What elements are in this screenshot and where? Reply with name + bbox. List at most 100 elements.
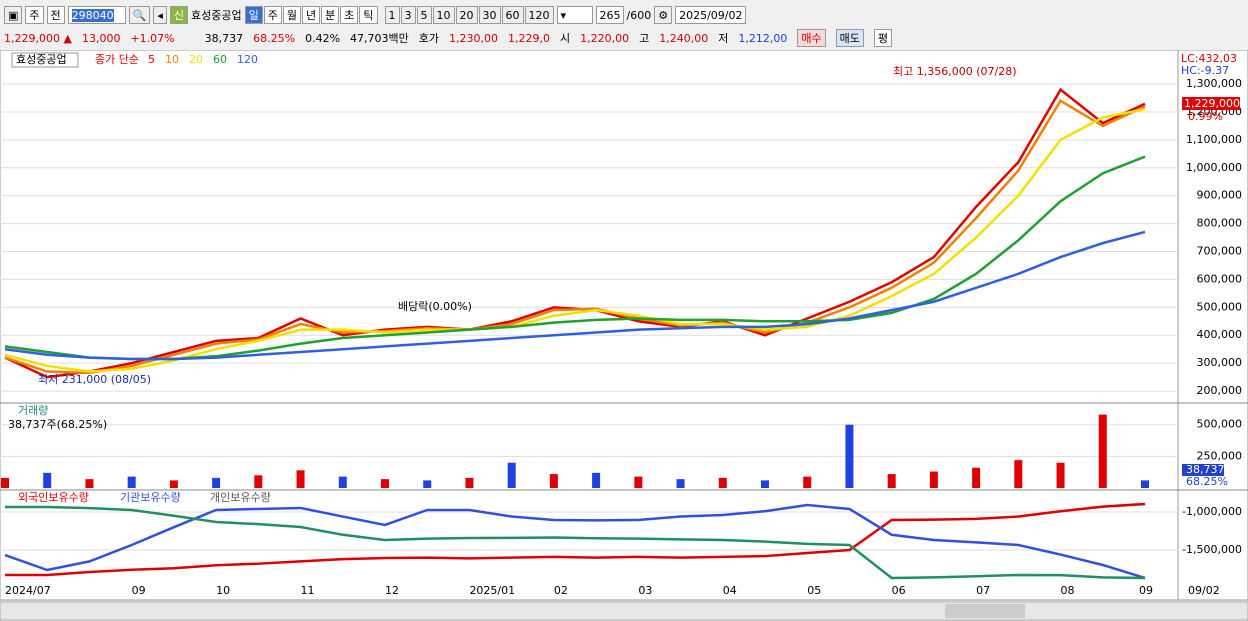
icon[interactable]: ▣ — [4, 6, 23, 24]
x-tick-label: 09 — [132, 584, 146, 597]
bar — [85, 479, 94, 488]
last-price-box — [1182, 97, 1240, 110]
tool[interactable]: ⚙ — [654, 6, 673, 24]
bar — [423, 480, 432, 488]
sell[interactable]: 매도 — [835, 29, 864, 47]
bar — [676, 479, 685, 488]
period[interactable]: 일 — [244, 6, 263, 24]
legend-prefix: 종가 단순 — [95, 53, 139, 66]
bar — [1056, 462, 1065, 488]
interval[interactable]: 20 — [455, 6, 478, 24]
y-tick-label: 600,000 — [1197, 272, 1243, 285]
period[interactable]: 주 — [263, 6, 282, 24]
legend-entry: 20 — [189, 53, 203, 66]
y-tick-label: 1,000,000 — [1186, 161, 1242, 174]
bar — [1, 477, 9, 488]
y-tick-label: 700,000 — [1197, 245, 1243, 258]
prev[interactable]: 전 — [46, 6, 65, 24]
line — [5, 505, 1146, 580]
ask-label: 호가 — [418, 32, 440, 45]
annotation: 최저 231,000 (08/05) — [38, 373, 151, 386]
high-label: 고 — [639, 32, 650, 45]
badge[interactable]: 신 — [169, 6, 189, 24]
panel-subtitle: 38,737주(68.25%) — [8, 418, 107, 431]
period[interactable]: 초 — [340, 6, 359, 24]
bar — [338, 476, 347, 488]
y-tick-label: 800,000 — [1197, 217, 1243, 230]
search[interactable]: 🔍 — [128, 6, 151, 24]
period[interactable]: 분 — [321, 6, 340, 24]
legend-entry: 60 — [213, 53, 227, 66]
bar — [718, 477, 727, 488]
x-tick-label: 09 — [1139, 584, 1153, 597]
bar — [507, 462, 516, 488]
chart-title: 효성중공업 — [16, 53, 67, 66]
x-tick-label: 11 — [301, 584, 315, 597]
bar — [887, 474, 896, 488]
ask: 1,230,00 — [449, 31, 498, 45]
last-volume-box — [1182, 464, 1224, 476]
market[interactable]: 주 — [25, 6, 44, 24]
x-tick-label: 07 — [976, 584, 990, 597]
legend-entry: 120 — [237, 53, 258, 66]
x-tick-label: 05 — [807, 584, 821, 597]
interval[interactable]: 10 — [432, 6, 455, 24]
y-tick-label: -1,500,000 — [1182, 543, 1242, 556]
period[interactable]: 년 — [302, 6, 321, 24]
x-tick-label: 04 — [723, 584, 737, 597]
annotation: 0.99% — [1188, 110, 1223, 123]
y-tick-label: 1,100,000 — [1186, 133, 1242, 146]
interval[interactable]: 120 — [524, 6, 554, 24]
bar — [761, 480, 769, 488]
bar — [1014, 460, 1023, 488]
bar — [592, 472, 601, 488]
buy[interactable]: 매수 — [797, 29, 826, 47]
period[interactable]: 월 — [282, 6, 301, 24]
quote-row: 1,229,000 ▲ 13,000 +1.07% 38,737 68.25% … — [0, 28, 1248, 48]
x-tick-label: 2025/01 — [469, 584, 515, 597]
avg[interactable]: 평 — [873, 29, 892, 47]
interval[interactable]: 5 — [416, 6, 432, 24]
bar — [381, 479, 389, 488]
bar — [845, 424, 854, 488]
scrollbar[interactable] — [0, 601, 1248, 621]
max: /600 — [626, 8, 652, 22]
chart: 200,000 300,000 400,000 500,000 600,000 700,0… — [0, 50, 1248, 621]
bar — [1098, 414, 1107, 488]
bar — [465, 477, 474, 488]
low-label: 저 — [718, 32, 729, 45]
code[interactable]: 298040 — [71, 9, 114, 22]
open-label: 시 — [560, 32, 571, 45]
y-tick-label: 400,000 — [1197, 328, 1243, 341]
bar — [634, 476, 643, 488]
bar — [972, 467, 981, 488]
bar — [254, 475, 263, 488]
interval[interactable]: 3 — [400, 6, 416, 24]
line — [4, 107, 1146, 373]
annotation: 1,229,000 — [1184, 97, 1240, 110]
vol-ratio: 68.25% — [253, 31, 296, 45]
annotation: 최고 1,356,000 (07/28) — [893, 65, 1017, 78]
date[interactable]: 2025/09/02 — [675, 6, 747, 24]
interval[interactable]: 30 — [478, 6, 501, 24]
annotation: 배당락(0.00%) — [398, 300, 472, 313]
x-tick-label: 2024/07 — [5, 584, 51, 597]
line — [4, 99, 1146, 375]
interval[interactable]: 60 — [501, 6, 524, 24]
dropdown[interactable]: ▾ — [556, 6, 593, 24]
legend-entry: 5 — [148, 53, 155, 66]
period[interactable]: 틱 — [359, 6, 378, 24]
x-tick-label: 12 — [385, 584, 399, 597]
bar — [169, 480, 178, 488]
count[interactable]: 265 — [595, 6, 624, 24]
line — [4, 230, 1146, 361]
legend-entry: 개인보유수량 — [210, 491, 271, 504]
sound[interactable]: ◂ — [153, 6, 167, 24]
scroll-thumb[interactable] — [945, 604, 1025, 618]
x-tick-label: 02 — [554, 584, 568, 597]
y-tick-label: 200,000 — [1197, 384, 1243, 397]
interval[interactable]: 1 — [384, 6, 400, 24]
